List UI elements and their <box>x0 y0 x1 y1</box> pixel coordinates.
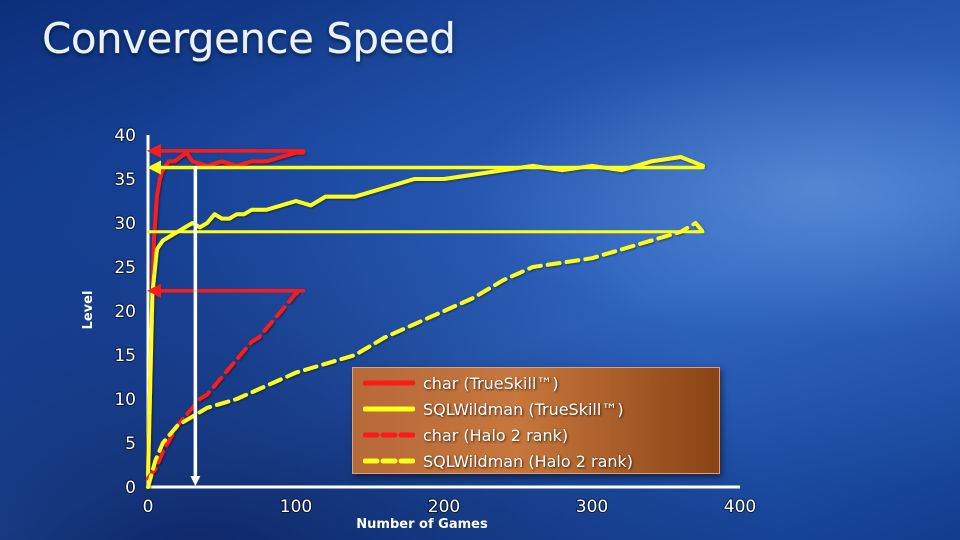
x-tick-label: 200 <box>428 497 460 517</box>
legend-item: SQLWildman (TrueSkill™) <box>363 398 624 420</box>
legend-label: SQLWildman (Halo 2 rank) <box>423 451 634 471</box>
y-tick-label: 10 <box>114 390 136 410</box>
y-axis-label: Level <box>81 291 96 330</box>
legend-swatch-char-halo <box>363 432 415 438</box>
annotations <box>146 143 705 486</box>
legend-label: char (Halo 2 rank) <box>423 425 569 445</box>
y-tick-label: 35 <box>114 170 136 190</box>
x-axis-label: Number of Games <box>356 517 488 532</box>
legend-item: SQLWildman (Halo 2 rank) <box>363 450 633 472</box>
legend-swatch-sqlwildman-trueskill <box>363 406 415 412</box>
y-tick-label: 40 <box>114 126 136 146</box>
slide-title: Convergence Speed <box>42 14 456 63</box>
x-tick-label: 0 <box>143 497 154 517</box>
x-tick-label: 100 <box>280 497 312 517</box>
y-tick-label: 25 <box>114 258 136 278</box>
legend-label: SQLWildman (TrueSkill™) <box>423 399 624 419</box>
y-tick-label: 15 <box>114 346 136 366</box>
y-tick-label: 5 <box>125 434 136 454</box>
y-tick-label: 0 <box>125 478 136 498</box>
x-tick-label: 400 <box>724 497 756 517</box>
y-tick-label: 20 <box>114 302 136 322</box>
series-line-2 <box>146 291 306 481</box>
chart-legend: char (TrueSkill™) SQLWildman (TrueSkill™… <box>352 367 720 474</box>
series-line-0 <box>146 150 306 472</box>
legend-swatch-sqlwildman-halo <box>363 458 415 464</box>
y-tick-label: 30 <box>114 214 136 234</box>
series-line-3 <box>146 221 705 489</box>
legend-item: char (Halo 2 rank) <box>363 424 568 446</box>
legend-label: char (TrueSkill™) <box>423 373 559 393</box>
legend-swatch-char-trueskill <box>363 380 415 386</box>
legend-item: char (TrueSkill™) <box>363 372 559 394</box>
x-tick-label: 300 <box>576 497 608 517</box>
